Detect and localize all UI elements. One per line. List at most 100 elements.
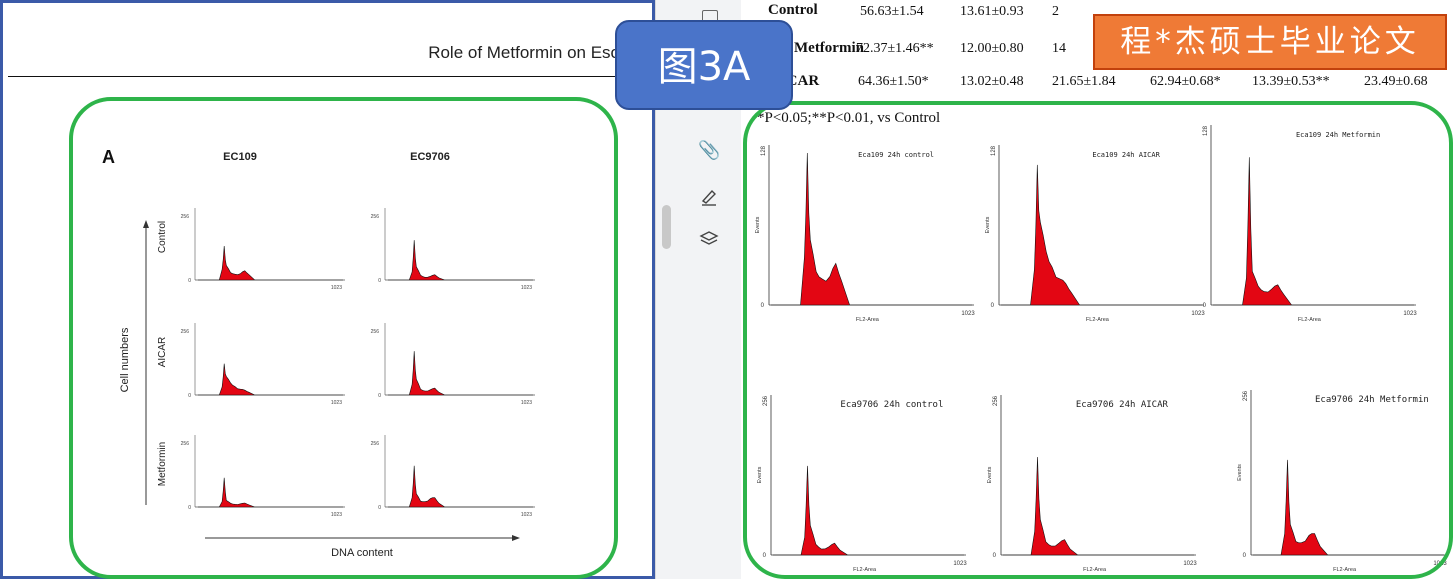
mini-ymin-tick: 0 — [188, 278, 191, 284]
mini-ymax-tick: 256 — [371, 441, 380, 447]
mini-ymax-tick: 256 — [371, 214, 380, 220]
panel-y-label: Events — [755, 216, 761, 233]
panel-title: Eca109 24h AICAR — [1092, 151, 1160, 159]
mini-histogram — [388, 351, 533, 396]
panel-ymin-tick: 0 — [991, 303, 995, 309]
scrollbar-thumb[interactable] — [662, 205, 671, 249]
panel-ymin-tick: 0 — [1243, 553, 1247, 559]
mini-ymin-tick: 0 — [378, 505, 381, 511]
table-cell: 62.94±0.68* — [1150, 74, 1221, 89]
panel-ymin-tick: 0 — [761, 303, 765, 309]
panel-ymax-tick: 256 — [763, 395, 769, 406]
table-cell: 56.63±1.54 — [860, 4, 924, 19]
panel-y-label: Events — [987, 466, 993, 483]
panel-xmax-tick: 1023 — [953, 561, 967, 567]
page-header-title: Role of Metformin on Eso — [428, 43, 620, 62]
panel-ymax-tick: 128 — [1203, 125, 1209, 136]
panel-histogram — [1003, 456, 1194, 556]
mini-ymin-tick: 0 — [378, 393, 381, 399]
attachment-icon[interactable]: 📎 — [698, 140, 721, 160]
table-row-name: Control — [768, 2, 818, 18]
panel-y-label: Events — [1237, 464, 1243, 481]
panel-ymin-tick: 0 — [993, 553, 997, 559]
table-cell: 72.37±1.46** — [856, 41, 934, 56]
panel-title: Eca9706 24h AICAR — [1076, 400, 1169, 410]
panel-xmax-tick: 1023 — [1403, 311, 1417, 317]
mini-ymin-tick: 0 — [188, 505, 191, 511]
mini-xmax-tick: 1023 — [521, 285, 532, 291]
mini-histogram — [198, 363, 343, 396]
mini-histogram — [198, 245, 343, 281]
col-label-ec9706: EC9706 — [410, 151, 450, 163]
mini-xmax-tick: 1023 — [331, 285, 342, 291]
col-label-ec109: EC109 — [223, 151, 257, 163]
mini-histogram — [198, 477, 343, 508]
table-cell: 23.49±0.68 — [1364, 74, 1428, 89]
table-cell: 2 — [1052, 4, 1059, 19]
panel-ymax-tick: 128 — [761, 145, 767, 156]
left-histogram-grid: 256 0 1023 256 0 1023 256 0 1023 256 0 1023 256 0 1023… — [181, 208, 535, 518]
table-cell: 14 — [1052, 41, 1066, 56]
signature-icon[interactable] — [698, 185, 720, 207]
mini-xmax-tick: 1023 — [521, 512, 532, 518]
panel-y-label: Events — [985, 216, 991, 233]
panel-histogram — [771, 152, 972, 306]
x-axis-arrowhead — [512, 535, 520, 541]
panel-x-label: FL2-Area — [1086, 317, 1110, 323]
left-figure: A EC109 EC9706 Cell numbers Control AICA… — [102, 147, 535, 559]
highlight-left-figure — [69, 97, 618, 579]
panel-ymax-tick: 128 — [991, 145, 997, 156]
right-histogram-grid: Eca109 24h control 128 0 1023 FL2-Area Events… — [755, 125, 1447, 573]
panel-letter: A — [102, 147, 115, 167]
mini-ymax-tick: 256 — [371, 329, 380, 335]
mini-ymin-tick: 0 — [378, 278, 381, 284]
panel-y-label: Events — [757, 466, 763, 483]
panel-x-label: FL2-Area — [856, 317, 880, 323]
panel-ymax-tick: 256 — [1243, 390, 1249, 401]
panel-x-label: FL2-Area — [1298, 317, 1322, 323]
row-label-aicar: AICAR — [157, 337, 168, 368]
panel-xmax-tick: 1023 — [1191, 311, 1205, 317]
table-cell: 12.00±0.80 — [960, 41, 1024, 56]
row-label-control: Control — [157, 221, 168, 253]
right-document-page — [741, 0, 1453, 579]
panel-ymax-tick: 256 — [993, 395, 999, 406]
y-axis-arrowhead — [143, 220, 149, 228]
mini-xmax-tick: 1023 — [331, 512, 342, 518]
panel-histogram — [1253, 459, 1444, 556]
panel-x-label: FL2-Area — [1333, 567, 1357, 573]
panel-histogram — [1213, 157, 1414, 306]
x-axis-label: DNA content — [331, 547, 393, 559]
figure-label-badge: 图3A — [615, 20, 793, 110]
panel-histogram — [1001, 164, 1202, 306]
mini-histogram — [388, 240, 533, 281]
table-row-name: Metformin — [794, 40, 864, 56]
panel-ymin-tick: 0 — [1203, 303, 1207, 309]
table-cell: 13.39±0.53** — [1252, 74, 1330, 89]
panel-xmax-tick: 1023 — [961, 311, 975, 317]
right-figure: Eca109 24h control 128 0 1023 FL2-Area Events… — [755, 125, 1447, 573]
mini-xmax-tick: 1023 — [521, 400, 532, 406]
mini-ymax-tick: 256 — [181, 441, 190, 447]
table-cell: 64.36±1.50* — [858, 74, 929, 89]
layers-icon[interactable] — [698, 228, 720, 250]
panel-x-label: FL2-Area — [853, 567, 877, 573]
mini-ymax-tick: 256 — [181, 329, 190, 335]
panel-histogram — [773, 465, 964, 556]
table-cell: 13.61±0.93 — [960, 4, 1024, 19]
mini-ymin-tick: 0 — [188, 393, 191, 399]
table-cell: 21.65±1.84 — [1052, 74, 1116, 89]
header-rule — [8, 76, 648, 77]
mini-ymax-tick: 256 — [181, 214, 190, 220]
panel-x-label: FL2-Area — [1083, 567, 1107, 573]
table-footnote: *P<0.05;**P<0.01, vs Control — [757, 110, 941, 126]
panel-title: Eca109 24h Metformin — [1296, 131, 1380, 139]
mini-histogram — [388, 465, 533, 508]
row-label-metformin: Metformin — [157, 442, 168, 486]
highlight-right-figure — [743, 101, 1453, 579]
panel-xmax-tick: 1023 — [1183, 561, 1197, 567]
mini-xmax-tick: 1023 — [331, 400, 342, 406]
panel-title: Eca9706 24h control — [840, 400, 943, 410]
left-document-page — [0, 0, 655, 579]
table-cell: 13.02±0.48 — [960, 74, 1024, 89]
